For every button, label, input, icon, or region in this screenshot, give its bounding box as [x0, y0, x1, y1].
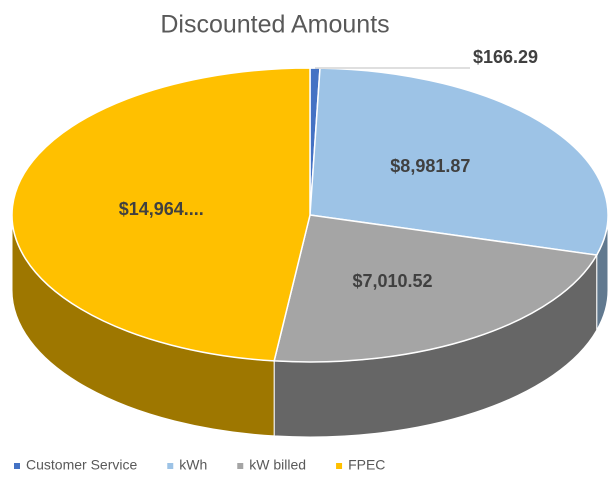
data-label: $14,964.... [119, 199, 204, 219]
legend-label: kWh [179, 457, 207, 473]
legend-swatch [14, 463, 20, 469]
data-label: $166.29 [473, 47, 538, 67]
legend-label: FPEC [348, 457, 385, 473]
slice [309, 67, 609, 256]
legend-swatch [336, 463, 343, 469]
data-label: $8,981.87 [390, 156, 470, 176]
legend-swatch [167, 463, 174, 469]
legend-label: Customer Service [26, 457, 137, 473]
slice [273, 214, 598, 363]
legend-label: kW billed [249, 457, 306, 473]
chart-title: Discounted Amounts [160, 11, 389, 39]
legend-swatch [237, 463, 244, 469]
slice [11, 67, 311, 362]
data-label: $7,010.52 [352, 271, 432, 291]
